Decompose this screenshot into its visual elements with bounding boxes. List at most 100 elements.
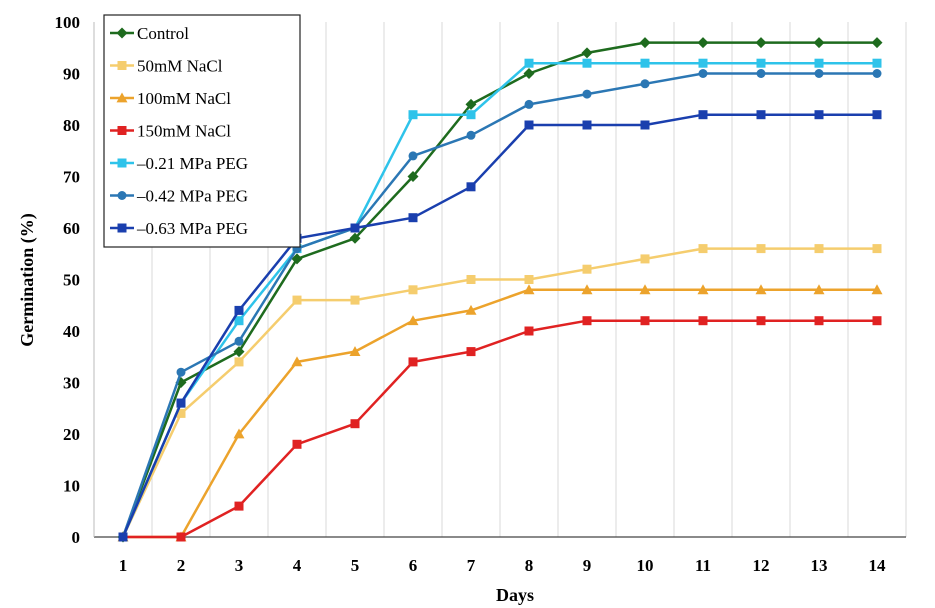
data-point [582, 120, 592, 130]
data-point [176, 367, 186, 377]
gridlines [151, 22, 907, 537]
data-point [466, 275, 476, 284]
y-tick-label: 20 [63, 425, 80, 444]
data-point [234, 336, 244, 346]
data-point [408, 110, 418, 120]
x-tick-labels: 1 2 3 4 5 6 7 8 9 10 11 12 13 14 [119, 556, 886, 575]
data-point [350, 223, 360, 233]
data-point [640, 58, 650, 68]
data-point [582, 58, 592, 68]
data-point [524, 58, 534, 68]
data-point [698, 110, 708, 120]
series-line [121, 72, 877, 538]
data-point [349, 346, 361, 356]
x-tick-label: 13 [811, 556, 828, 575]
data-point [466, 182, 476, 192]
legend-swatch-marker [117, 191, 127, 200]
data-point [407, 171, 419, 182]
x-tick-label: 12 [753, 556, 770, 575]
x-tick-label: 11 [695, 556, 711, 575]
data-point [755, 37, 767, 49]
series-line [121, 247, 877, 538]
y-tick-label: 80 [63, 116, 80, 135]
y-tick-label: 30 [63, 374, 80, 393]
y-tick-label: 0 [72, 528, 81, 547]
legend-box [103, 14, 301, 248]
legend-label: 100mM NaCl [137, 89, 231, 108]
data-point [466, 110, 476, 120]
data-point [408, 151, 418, 161]
y-tick-label: 60 [63, 219, 80, 238]
data-point [292, 295, 302, 305]
data-point [814, 244, 824, 254]
y-tick-label: 50 [63, 271, 80, 290]
data-point [234, 357, 244, 367]
data-point [756, 110, 766, 120]
y-tick-labels: 0 10 20 30 40 50 60 70 80 90 100 [55, 13, 81, 547]
series-line [121, 61, 877, 538]
data-point [698, 316, 708, 326]
data-point [291, 356, 303, 367]
series-line [123, 319, 877, 539]
legend-item: –0.63 MPa PEG [110, 219, 248, 238]
x-tick-label: 10 [637, 556, 654, 575]
data-point [466, 130, 476, 140]
data-point [582, 89, 592, 99]
data-point [408, 285, 418, 295]
y-tick-label: 40 [63, 322, 80, 341]
x-tick-label: 5 [351, 556, 360, 575]
data-point [524, 99, 534, 109]
x-tick-label: 14 [869, 556, 887, 575]
data-point [698, 69, 708, 78]
legend-item: 150mM NaCl [110, 122, 231, 141]
data-point [582, 316, 592, 326]
series-7 [118, 110, 882, 542]
data-point [524, 326, 534, 336]
y-tick-label: 90 [63, 65, 80, 84]
data-point [176, 408, 186, 418]
legend-swatch-marker [117, 158, 127, 168]
data-point [524, 275, 534, 284]
x-tick-label: 3 [235, 556, 244, 575]
x-tick-label: 4 [293, 556, 302, 575]
y-axis-title: Germination (%) [17, 213, 38, 346]
data-point [697, 37, 709, 49]
data-point [233, 428, 245, 439]
data-point [813, 37, 825, 49]
data-point [523, 68, 535, 79]
series-2 [118, 244, 882, 542]
data-point [756, 316, 766, 326]
data-point [234, 501, 244, 511]
data-point [872, 244, 882, 254]
data-point [582, 264, 592, 274]
data-point [350, 419, 360, 429]
y-tick-label: 70 [63, 168, 80, 187]
data-point [465, 98, 477, 110]
data-point [292, 439, 302, 449]
series-4 [118, 316, 882, 542]
legend-label: –0.21 MPa PEG [136, 154, 248, 173]
x-tick-label: 1 [119, 556, 128, 575]
x-tick-label: 6 [409, 556, 418, 575]
x-tick-label: 7 [467, 556, 476, 575]
legend-item: –0.42 MPa PEG [110, 187, 248, 206]
x-tick-label: 2 [177, 556, 186, 575]
data-point [640, 316, 650, 326]
data-point [814, 316, 824, 326]
data-point [639, 37, 651, 49]
data-point [871, 284, 883, 295]
data-point [640, 120, 650, 130]
y-tick-label: 100 [55, 13, 81, 32]
axes [93, 22, 906, 538]
series-lines [117, 37, 883, 543]
data-point [871, 37, 883, 49]
data-point [291, 253, 303, 265]
data-point [872, 316, 882, 326]
data-point [466, 347, 476, 357]
data-point [118, 532, 128, 542]
data-point [756, 69, 766, 78]
data-point [698, 58, 708, 68]
legend-item: 50mM NaCl [110, 57, 223, 76]
x-tick-label: 9 [583, 556, 592, 575]
